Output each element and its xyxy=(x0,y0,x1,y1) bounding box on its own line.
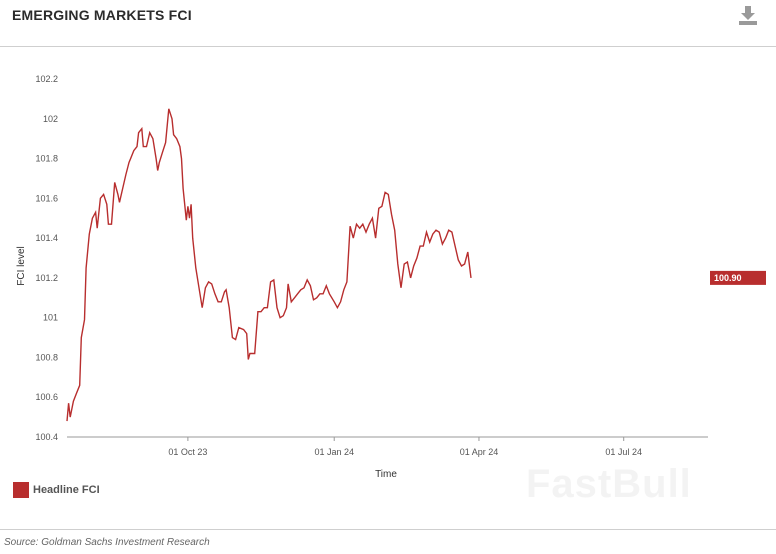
y-tick-label: 100.4 xyxy=(35,432,58,442)
y-tick-label: 101.8 xyxy=(35,154,58,164)
y-tick-label: 100.8 xyxy=(35,352,58,362)
legend-label-headline-fci: Headline FCI xyxy=(33,484,100,496)
y-tick-label: 102 xyxy=(43,114,58,124)
last-value-marker: 100.90 xyxy=(710,270,766,285)
fci-line-chart: 100.4 100.6 100.8 101 101.2 101.4 101.6 101.8 10… xyxy=(16,74,766,480)
last-value-badge xyxy=(710,270,766,285)
x-tick-label: 01 Jul 24 xyxy=(605,447,642,457)
y-tick-label: 101.4 xyxy=(35,233,58,243)
legend-swatch-headline-fci xyxy=(13,482,29,498)
chart-legend[interactable]: Headline FCI xyxy=(13,482,100,498)
y-axis-title: FCI level xyxy=(16,246,27,285)
x-tick-label: 01 Apr 24 xyxy=(460,447,499,457)
chart-footer: Source: Goldman Sachs Investment Researc… xyxy=(0,529,776,554)
x-tick-label: 01 Jan 24 xyxy=(314,447,354,457)
y-tick-label: 101.6 xyxy=(35,193,58,203)
chart-header: EMERGING MARKETS FCI xyxy=(0,0,776,47)
download-icon[interactable] xyxy=(736,3,760,27)
y-axis-ticks: 100.4 100.6 100.8 101 101.2 101.4 101.6 101.8 10… xyxy=(35,74,58,442)
source-note: Source: Goldman Sachs Investment Researc… xyxy=(4,537,210,548)
chart-title: EMERGING MARKETS FCI xyxy=(12,7,192,23)
watermark: FastBull xyxy=(526,462,692,506)
x-tick-label: 01 Oct 23 xyxy=(168,447,207,457)
headline-fci-line xyxy=(66,108,472,422)
last-value-label: 100.90 xyxy=(714,273,742,283)
x-axis-ticks: 01 Oct 23 01 Jan 24 01 Apr 24 01 Jul 24 xyxy=(168,437,642,457)
y-tick-label: 101 xyxy=(43,313,58,323)
y-tick-label: 102.2 xyxy=(35,74,58,84)
y-tick-label: 100.6 xyxy=(35,392,58,402)
y-tick-label: 101.2 xyxy=(35,273,58,283)
x-axis-title: Time xyxy=(375,469,397,480)
